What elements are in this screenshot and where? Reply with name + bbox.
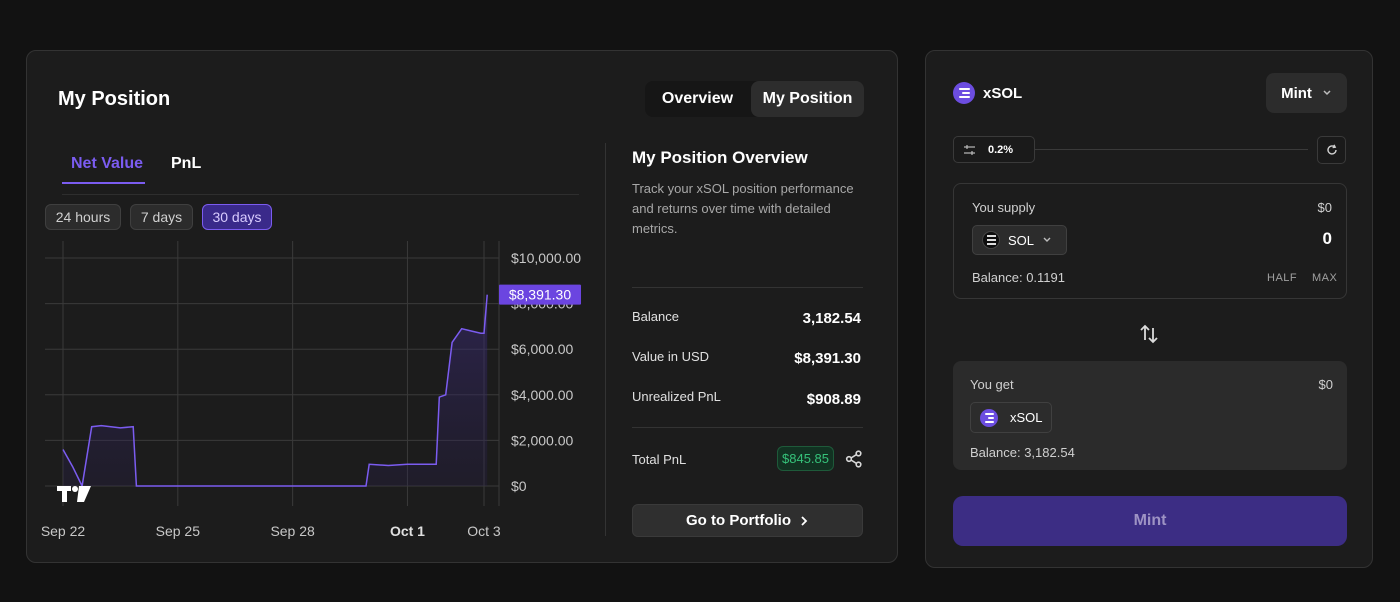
max-button[interactable]: MAX [1312, 272, 1338, 284]
get-token-label: xSOL [1010, 410, 1043, 425]
stat-balance-value: 3,182.54 [802, 310, 861, 327]
xsol-logo-icon [953, 82, 975, 104]
x-tick-label: Oct 3 [467, 523, 501, 539]
refresh-icon [1326, 144, 1337, 155]
tab-net-value[interactable]: Net Value [71, 155, 144, 172]
supply-usd: $0 [1317, 200, 1332, 215]
stat-unrealized-label: Unrealized PnL [632, 389, 721, 404]
get-token-display: xSOL [970, 402, 1052, 433]
tabs-divider [62, 194, 579, 195]
slippage-value: 0.2% [988, 143, 1014, 156]
y-tick-label: $6,000.00 [511, 341, 573, 357]
swap-direction-icon[interactable] [1139, 323, 1159, 345]
chart-area-fill [63, 294, 488, 486]
active-tab-indicator [62, 182, 145, 184]
chevron-down-icon [1323, 90, 1331, 96]
view-switcher: Overview My Position [645, 81, 864, 117]
chevron-right-icon [801, 515, 808, 526]
overview-description: Track your xSOL position performance and… [632, 181, 854, 236]
mode-dropdown[interactable]: Mint [1266, 73, 1347, 113]
sliders-icon [964, 144, 975, 155]
tab-overview[interactable]: Overview [661, 90, 734, 107]
position-card: My Position Overview My Position Net Val… [26, 50, 898, 563]
stat-balance-label: Balance [632, 309, 679, 324]
stat-usd-value: $8,391.30 [794, 350, 861, 367]
supply-balance: Balance: 0.1191 [972, 270, 1065, 285]
overview-title: My Position Overview [632, 148, 808, 167]
svg-text:$8,391.30: $8,391.30 [509, 287, 571, 303]
x-tick-label: Sep 25 [156, 523, 201, 539]
sol-logo-icon [982, 231, 1000, 249]
stat-usd-label: Value in USD [632, 349, 710, 364]
tradingview-logo [57, 486, 91, 502]
total-pnl-label: Total PnL [632, 452, 687, 467]
range-24-hours[interactable]: 24 hours [45, 204, 121, 230]
net-value-chart[interactable]: $10,000.00$8,000.00$6,000.00$4,000.00$2,… [27, 51, 899, 564]
y-tick-label: $4,000.00 [511, 387, 573, 403]
total-pnl-badge: $845.85 [777, 446, 834, 471]
divider [632, 287, 863, 288]
refresh-button[interactable] [1317, 136, 1346, 164]
stat-unrealized-value: $908.89 [806, 391, 861, 408]
supply-token-label: SOL [1008, 232, 1035, 248]
supply-token-select[interactable]: SOL [972, 225, 1067, 255]
range-7-days[interactable]: 7 days [130, 204, 193, 230]
get-panel: You get $0 xSOL Balance: 3,182.54 [953, 361, 1347, 470]
last-value-label: $8,391.30 [499, 284, 581, 305]
portfolio-button-label: Go to Portfolio [686, 512, 791, 529]
tab-pnl[interactable]: PnL [171, 155, 202, 172]
go-to-portfolio-button[interactable]: Go to Portfolio [632, 504, 863, 537]
slippage-setting[interactable]: 0.2% [953, 136, 1035, 163]
y-tick-label: $0 [511, 478, 527, 494]
mode-label: Mint [1281, 84, 1312, 102]
tab-my-position[interactable]: My Position [751, 81, 864, 117]
slippage-divider [1035, 149, 1308, 150]
chevron-down-icon [1043, 237, 1051, 242]
x-tick-label: Sep 28 [270, 523, 315, 539]
get-balance: Balance: 3,182.54 [970, 445, 1075, 460]
chart-series-line [62, 294, 488, 489]
mint-card: xSOL Mint 0.2% You supply $0 SOL [925, 50, 1373, 568]
divider [632, 427, 863, 428]
mint-button[interactable]: Mint [953, 496, 1347, 546]
token-name: xSOL [983, 85, 1023, 102]
x-tick-label: Sep 22 [41, 523, 86, 539]
y-tick-label: $2,000.00 [511, 432, 573, 448]
half-button[interactable]: HALF [1267, 272, 1298, 284]
get-usd: $0 [1318, 377, 1333, 392]
range-30-days[interactable]: 30 days [202, 204, 272, 230]
share-icon[interactable] [845, 450, 863, 468]
supply-panel: You supply $0 SOL Balance: 0.1191 HALF M… [953, 183, 1347, 299]
supply-label: You supply [972, 200, 1036, 215]
card-title: My Position [58, 88, 171, 110]
get-label: You get [970, 377, 1014, 392]
y-tick-label: $10,000.00 [511, 250, 581, 266]
x-tick-label: Oct 1 [390, 523, 425, 539]
panel-divider [605, 143, 606, 536]
xsol-logo-icon [980, 408, 998, 427]
supply-amount-input[interactable] [1182, 229, 1332, 249]
